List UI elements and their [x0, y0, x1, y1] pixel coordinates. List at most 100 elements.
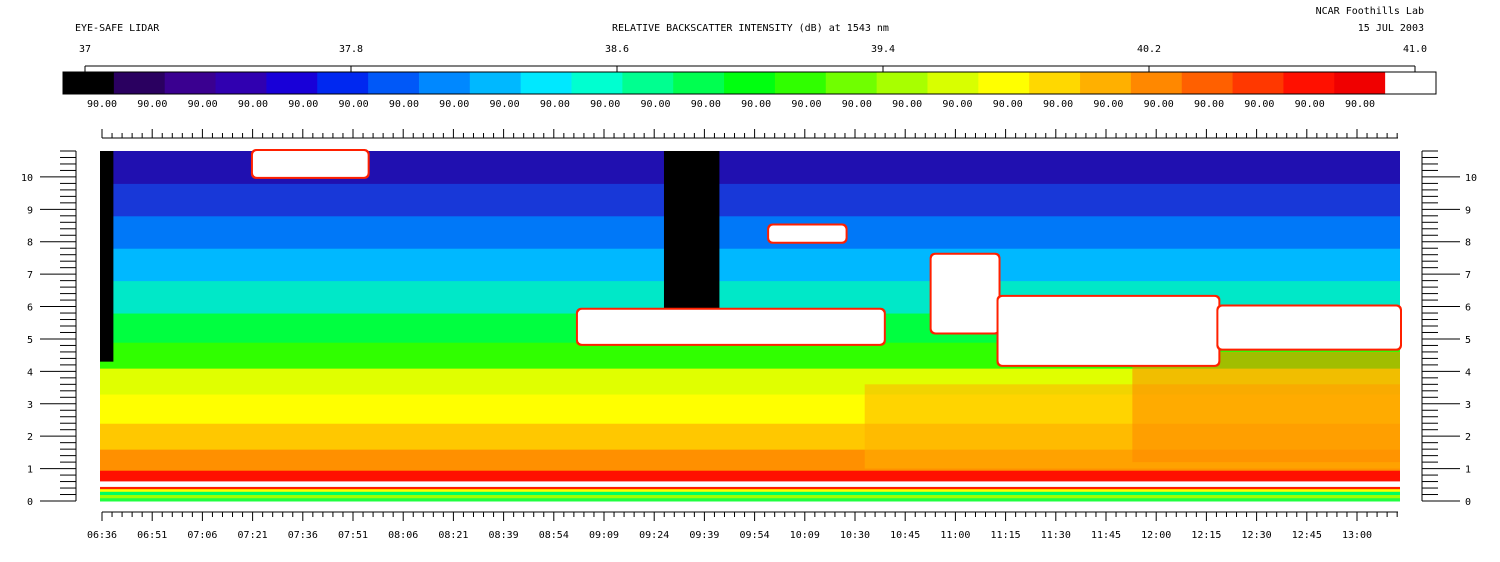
x-tick-label: 12:15	[1191, 530, 1221, 541]
afternoon-boundary-layer	[1132, 351, 1400, 463]
colorbar-segment	[673, 72, 725, 94]
y-tick-label-right: 2	[1465, 432, 1471, 443]
backscatter-layer	[100, 494, 1400, 499]
colorbar-frame	[62, 71, 1437, 95]
colorbar-segment	[113, 72, 166, 94]
y-tick-label-left: 4	[27, 367, 33, 378]
lab-label: NCAR Foothills Lab	[1315, 6, 1424, 17]
backscatter-layer	[100, 488, 1400, 492]
colorbar-tick-label: 39.4	[871, 44, 895, 55]
colorbar-segment	[1130, 72, 1183, 94]
x-tick-label: 07:21	[238, 530, 268, 541]
x-tick-label: 08:39	[489, 530, 519, 541]
colorbar-segment	[1181, 72, 1234, 94]
x-tick-label: 09:09	[589, 530, 619, 541]
colorbar-bin-label: 90.00	[942, 99, 972, 110]
x-tick-label: 08:21	[438, 530, 468, 541]
colorbar-segment	[215, 72, 268, 94]
x-tick-label: 09:54	[740, 530, 770, 541]
x-tick-label: 11:15	[991, 530, 1021, 541]
x-tick-label: 11:45	[1091, 530, 1121, 541]
backscatter-layer	[100, 470, 1400, 482]
y-tick-label-left: 0	[27, 497, 33, 508]
cloud-patch-right-deck	[1218, 306, 1400, 349]
y-tick-label-left: 8	[27, 238, 33, 249]
backscatter-layer	[100, 480, 1400, 487]
colorbar-bin-label: 90.00	[137, 99, 167, 110]
y-tick-label-left: 7	[27, 270, 33, 281]
colorbar-bin-label: 90.00	[439, 99, 469, 110]
colorbar-segment	[520, 72, 573, 94]
y-tick-label-right: 3	[1465, 400, 1471, 411]
colorbar-bin-label: 90.00	[842, 99, 872, 110]
cloud-patch-right-body	[998, 296, 1219, 365]
x-tick-label: 12:00	[1141, 530, 1171, 541]
colorbar-segment	[63, 72, 115, 94]
colorbar-segment	[469, 72, 522, 94]
colorbar-bin-label: 90.00	[1295, 99, 1325, 110]
colorbar-segment	[1385, 72, 1437, 94]
colorbar-tick-label: 37.8	[339, 44, 363, 55]
colorbar-bin-label: 90.00	[590, 99, 620, 110]
colorbar-bin-label: 90.00	[1244, 99, 1274, 110]
colorbar-segment	[825, 72, 878, 94]
colorbar-segment	[418, 72, 471, 94]
y-tick-label-left: 6	[27, 303, 33, 314]
colorbar-tick-label: 38.6	[605, 44, 629, 55]
x-tick-label: 07:36	[288, 530, 318, 541]
y-tick-label-right: 8	[1465, 238, 1471, 249]
colorbar-segment	[622, 72, 674, 94]
colorbar-segment	[266, 72, 318, 94]
colorbar-segment	[368, 72, 420, 94]
colorbar-bin-label: 90.00	[791, 99, 821, 110]
colorbar-bin-label: 90.00	[188, 99, 218, 110]
colorbar-bin-label: 90.00	[640, 99, 670, 110]
x-tick-label: 08:54	[539, 530, 569, 541]
colorbar-segment	[1334, 72, 1386, 94]
axes: 0 0 1 1 2 2 3 3 4 4 5 5 6 6 7 7 8 8 9 9 10 10 06:36 06:51 07:06 0…	[21, 129, 1477, 541]
backscatter-layer	[100, 497, 1400, 502]
colorbar-bin-label: 90.00	[1345, 99, 1375, 110]
y-tick-label-left: 2	[27, 432, 33, 443]
colorbar-bin-label: 90.00	[540, 99, 570, 110]
colorbar-segment	[1232, 72, 1285, 94]
cloud-patch-mid	[577, 309, 884, 344]
y-tick-label-right: 5	[1465, 335, 1471, 346]
y-tick-label-left: 5	[27, 335, 33, 346]
colorbar-bin-label: 90.00	[1093, 99, 1123, 110]
colorbar-bin-label: 90.00	[691, 99, 721, 110]
x-tick-label: 10:09	[790, 530, 820, 541]
x-tick-label: 07:06	[187, 530, 217, 541]
y-tick-label-right: 1	[1465, 465, 1471, 476]
backscatter-plot	[100, 149, 1402, 502]
colorbar-bin-label: 90.00	[993, 99, 1023, 110]
colorbar: 37 37.8 38.6 39.4 40.2 41.0 90.00 90.00 90.00 90.…	[62, 44, 1437, 110]
colorbar-segment	[978, 72, 1030, 94]
colorbar-segment	[774, 72, 827, 94]
x-tick-label: 10:45	[890, 530, 920, 541]
colorbar-bin-label: 90.00	[1144, 99, 1174, 110]
y-tick-label-right: 6	[1465, 303, 1471, 314]
x-tick-label: 09:39	[689, 530, 719, 541]
colorbar-bin-label: 90.00	[288, 99, 318, 110]
x-tick-label: 06:36	[87, 530, 117, 541]
y-tick-label-left: 1	[27, 465, 33, 476]
colorbar-tick-label: 41.0	[1403, 44, 1427, 55]
colorbar-bin-label: 90.00	[339, 99, 369, 110]
colorbar-bin-label: 90.00	[1194, 99, 1224, 110]
instrument-label: EYE-SAFE LIDAR	[75, 23, 160, 34]
x-tick-label: 13:00	[1342, 530, 1372, 541]
y-tick-label-right: 4	[1465, 367, 1471, 378]
backscatter-layer	[100, 183, 1400, 217]
x-tick-label: 10:30	[840, 530, 870, 541]
backscatter-layer	[100, 215, 1400, 249]
colorbar-segment	[571, 72, 623, 94]
y-tick-label-right: 7	[1465, 270, 1471, 281]
y-tick-label-left: 10	[21, 173, 33, 184]
colorbar-bin-label: 90.00	[490, 99, 520, 110]
colorbar-bin-label: 90.00	[741, 99, 771, 110]
cloud-patch-mid-upper	[769, 225, 846, 242]
y-tick-label-right: 0	[1465, 497, 1471, 508]
colorbar-segment	[317, 72, 369, 94]
